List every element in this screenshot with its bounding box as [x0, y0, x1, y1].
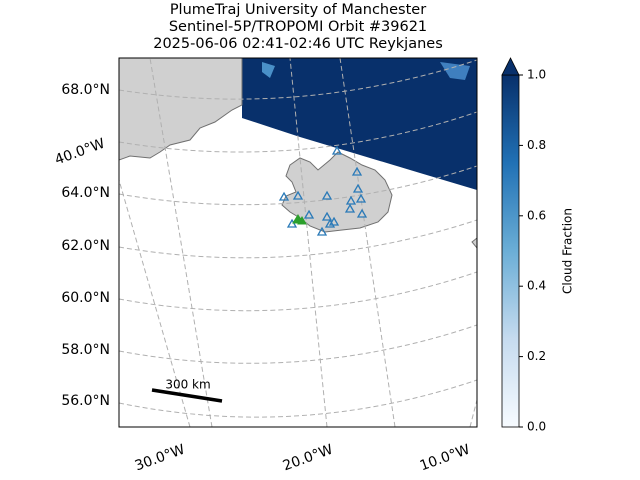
- parallel: [119, 271, 477, 312]
- colorbar-tick-label: 1.0: [527, 68, 546, 82]
- parallel: [119, 379, 477, 418]
- map-area: 300 km: [119, 58, 477, 427]
- map-frame: [118, 57, 478, 428]
- meridian: [339, 58, 396, 427]
- scale-bar: [151, 388, 223, 403]
- lat-label: 58.0°N: [61, 342, 110, 358]
- lon-label: 40.0°W: [53, 136, 107, 169]
- cloud-field: [262, 62, 275, 78]
- colorbar-tick-label: 0.8: [527, 138, 546, 152]
- lon-label: 20.0°W: [281, 442, 335, 475]
- lat-label: 62.0°N: [61, 238, 110, 254]
- lat-label: 68.0°N: [61, 82, 110, 98]
- lat-label: 56.0°N: [61, 393, 110, 409]
- title-line: Sentinel-5P/TROPOMI Orbit #39621: [169, 19, 427, 35]
- meridian: [469, 399, 477, 427]
- greenland: [119, 58, 243, 161]
- volcano-markers: [278, 145, 368, 236]
- colorbar-label: Cloud Fraction: [561, 208, 575, 294]
- lon-label: 30.0°W: [133, 442, 187, 475]
- cloud-field: [440, 62, 470, 80]
- colorbar-extend: [501, 57, 520, 76]
- lat-label: 60.0°N: [61, 290, 110, 306]
- scale-bar-label: 300 km: [165, 378, 210, 392]
- title-line: 2025-06-06 02:41-02:46 UTC Reykjanes: [153, 36, 443, 52]
- colorbar-tick-label: 0.4: [527, 279, 546, 293]
- parallel: [119, 111, 477, 153]
- colorbar-tick-label: 0.2: [527, 349, 546, 363]
- land: [471, 237, 477, 249]
- meridian: [119, 179, 191, 427]
- reykjanes-marker: [292, 214, 307, 225]
- parallel: [119, 59, 477, 100]
- parallel: [119, 219, 477, 259]
- meridian: [149, 58, 213, 427]
- colorbar: [501, 74, 520, 428]
- cloud-field: [242, 58, 477, 190]
- colorbar-tick-label: 0.0: [527, 420, 546, 434]
- lon-label: 10.0°W: [418, 442, 472, 475]
- title-line: PlumeTraj University of Manchester: [170, 2, 426, 18]
- parallel: [119, 324, 477, 364]
- colorbar-tick-label: 0.6: [527, 208, 546, 222]
- lat-label: 64.0°N: [61, 185, 110, 201]
- meridian: [289, 58, 328, 427]
- parallel: [119, 165, 477, 206]
